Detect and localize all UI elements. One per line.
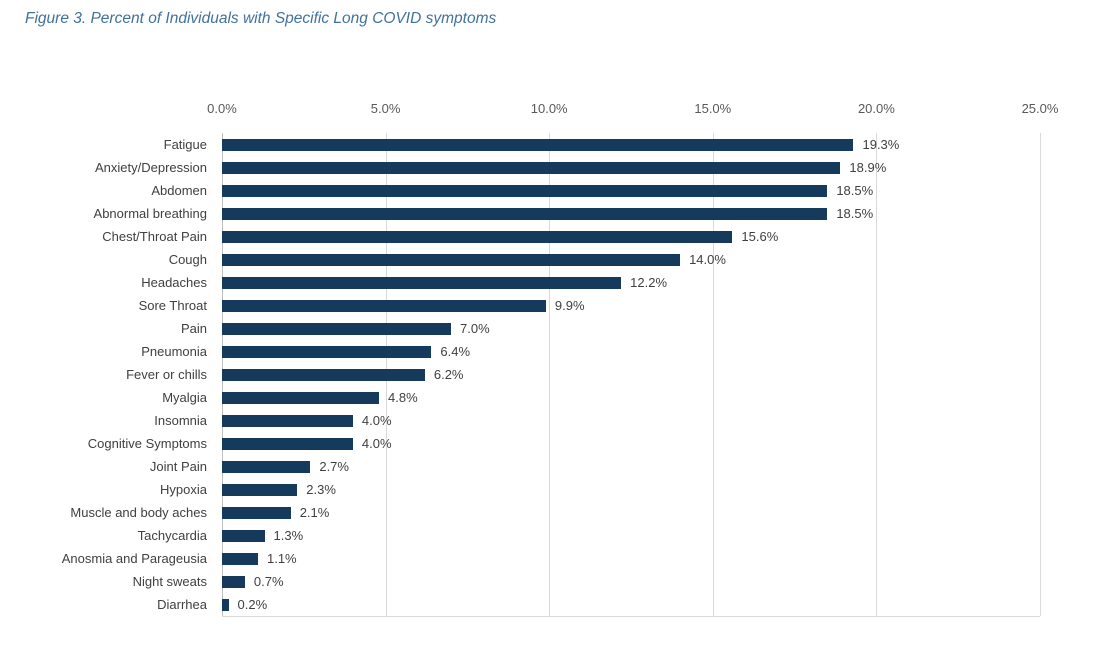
bar-row: Fever or chills 6.2% bbox=[126, 363, 1040, 386]
gridline bbox=[549, 133, 551, 616]
chart-title: Figure 3. Percent of Individuals with Sp… bbox=[25, 10, 497, 27]
bar-row: Cough 14.0% bbox=[169, 248, 1040, 271]
value-label: 18.5% bbox=[836, 183, 874, 198]
bar bbox=[222, 345, 432, 358]
bar bbox=[222, 414, 353, 427]
value-label: 1.3% bbox=[273, 528, 304, 543]
bar-row: Abdomen 18.5% bbox=[151, 179, 1040, 202]
value-label: 18.5% bbox=[836, 206, 874, 221]
category-label: Headaches bbox=[141, 275, 207, 290]
value-label: 2.3% bbox=[306, 482, 336, 497]
bar-row: Cognitive Symptoms 4.0% bbox=[88, 432, 1040, 455]
bar-row: Headaches 12.2% bbox=[141, 271, 1040, 294]
bar bbox=[222, 506, 291, 519]
bar bbox=[222, 276, 622, 289]
category-label: Myalgia bbox=[162, 390, 207, 405]
category-label: Pneumonia bbox=[141, 344, 207, 359]
category-label: Abdomen bbox=[151, 183, 207, 198]
value-label: 18.9% bbox=[849, 160, 887, 175]
gridline bbox=[876, 133, 878, 616]
bar-row: Abnormal breathing 18.5% bbox=[94, 202, 1040, 225]
bar bbox=[222, 207, 828, 220]
category-label: Anxiety/Depression bbox=[95, 160, 207, 175]
bar bbox=[222, 161, 841, 174]
bar bbox=[222, 322, 452, 335]
category-label: Cognitive Symptoms bbox=[87, 436, 207, 451]
value-label: 0.2% bbox=[237, 597, 268, 612]
category-label: Tachycardia bbox=[137, 528, 207, 543]
plot-area: Fatigue 19.3% Anxiety/Depression 18.9% Abdom… bbox=[62, 133, 1041, 617]
x-axis-tick-label: 0.0% bbox=[207, 101, 237, 116]
category-label: Night sweats bbox=[132, 574, 207, 589]
bar-row: Pneumonia 6.4% bbox=[141, 340, 1040, 363]
bar bbox=[222, 460, 311, 473]
bar bbox=[222, 552, 258, 565]
bar-row: Tachycardia 1.3% bbox=[138, 524, 1040, 547]
bar-row: Insomnia 4.0% bbox=[154, 409, 1040, 432]
bar-row: Night sweats 0.7% bbox=[133, 570, 1040, 593]
category-label: Pain bbox=[180, 321, 207, 336]
value-label: 2.1% bbox=[299, 505, 330, 520]
value-label: 19.3% bbox=[862, 137, 900, 152]
category-label: Muscle and body aches bbox=[70, 505, 207, 520]
value-label: 9.9% bbox=[554, 298, 585, 313]
value-label: 6.2% bbox=[433, 367, 464, 382]
bar bbox=[222, 391, 380, 404]
bar-row: Fatigue 19.3% bbox=[164, 133, 1040, 156]
bar bbox=[222, 253, 681, 266]
category-label: Anosmia and Parageusia bbox=[61, 551, 207, 566]
category-label: Sore Throat bbox=[138, 298, 207, 313]
bar-row: Anosmia and Parageusia 1.1% bbox=[62, 547, 1040, 570]
bar-row: Myalgia 4.8% bbox=[162, 386, 1040, 409]
category-label: Abnormal breathing bbox=[93, 206, 207, 221]
bar-row: Sore Throat 9.9% bbox=[139, 294, 1040, 317]
bar bbox=[222, 184, 828, 197]
bar bbox=[222, 483, 298, 496]
x-axis-tick-label: 5.0% bbox=[370, 101, 401, 116]
bar-row: Diarrhea 0.2% bbox=[157, 593, 1040, 616]
bar bbox=[222, 598, 229, 611]
gridline bbox=[1040, 133, 1041, 616]
bar-row: Muscle and body aches 2.1% bbox=[70, 501, 1040, 524]
gridline bbox=[712, 133, 714, 616]
bar-row: Hypoxia 2.3% bbox=[160, 478, 1040, 501]
bar-row: Pain 7.0% bbox=[181, 317, 1040, 340]
category-label: Chest/Throat Pain bbox=[102, 229, 207, 244]
value-label: 15.6% bbox=[741, 229, 779, 244]
value-label: 1.1% bbox=[266, 551, 297, 566]
category-label: Fatigue bbox=[163, 137, 207, 152]
category-label: Insomnia bbox=[154, 413, 207, 428]
bar-row: Anxiety/Depression 18.9% bbox=[95, 156, 1040, 179]
bar bbox=[222, 529, 265, 542]
value-label: 2.7% bbox=[319, 459, 349, 474]
category-label: Hypoxia bbox=[160, 482, 207, 497]
x-axis-tick-label: 15.0% bbox=[694, 101, 732, 116]
bar bbox=[222, 368, 425, 381]
x-axis-ticks: 0.0% 5.0% 10.0% 15.0% 20.0% 25.0% bbox=[207, 101, 1058, 119]
bar bbox=[222, 575, 245, 588]
value-label: 12.2% bbox=[630, 275, 668, 290]
value-label: 4.0% bbox=[361, 413, 392, 428]
bar bbox=[222, 138, 854, 151]
value-label: 4.8% bbox=[388, 390, 418, 405]
bar bbox=[222, 230, 733, 243]
value-label: 0.7% bbox=[253, 574, 284, 589]
category-label: Cough bbox=[168, 252, 207, 267]
value-label: 6.4% bbox=[440, 344, 471, 359]
category-label: Joint Pain bbox=[149, 459, 207, 474]
category-label: Diarrhea bbox=[157, 597, 207, 612]
bar-row: Joint Pain 2.7% bbox=[150, 455, 1040, 478]
bar-row: Chest/Throat Pain 15.6% bbox=[102, 225, 1040, 248]
x-axis-tick-label: 10.0% bbox=[530, 101, 568, 116]
value-label: 14.0% bbox=[689, 252, 726, 267]
category-label: Fever or chills bbox=[126, 367, 207, 382]
value-label: 7.0% bbox=[460, 321, 490, 336]
x-axis-tick-label: 25.0% bbox=[1021, 101, 1059, 116]
x-axis-tick-label: 20.0% bbox=[857, 101, 895, 116]
value-label: 4.0% bbox=[361, 436, 392, 451]
bar bbox=[222, 437, 353, 450]
bar bbox=[222, 299, 546, 312]
